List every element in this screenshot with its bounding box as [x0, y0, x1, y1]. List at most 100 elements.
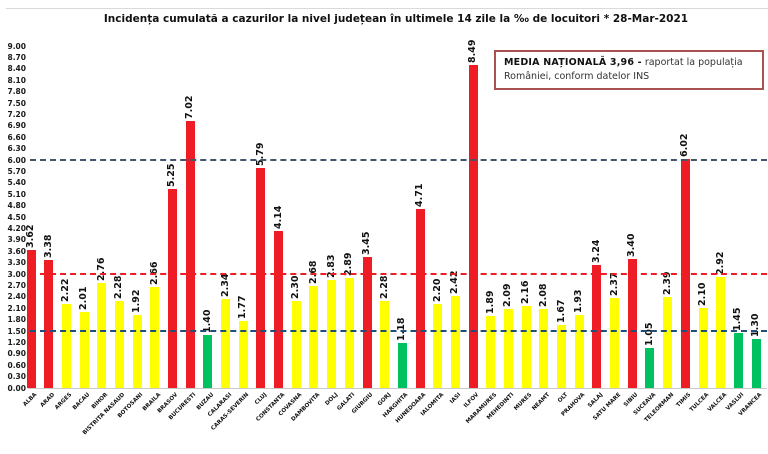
bar-value-label: 2.28	[113, 275, 125, 300]
bar-value-label: 7.02	[184, 95, 196, 120]
bar-covasna	[291, 300, 301, 388]
y-axis-tick-label: 3.30	[7, 258, 26, 268]
bar-value-label: 1.77	[237, 295, 249, 319]
bar-ialomita	[433, 304, 443, 388]
bar-value-label: 2.37	[608, 272, 620, 296]
bar-value-label: 2.42	[449, 270, 461, 295]
y-axis-tick-label: 3.60	[7, 246, 26, 256]
top-border-line	[6, 8, 768, 9]
bar-value-label: 2.09	[502, 283, 514, 307]
bar-olt	[557, 324, 567, 388]
bar-bihor	[97, 283, 107, 388]
y-axis-tick-label: 3.00	[7, 269, 26, 279]
bar-value-label: 3.24	[590, 239, 602, 263]
bar-maramures	[486, 316, 496, 388]
bar-valcea	[716, 277, 726, 388]
bar-bacau	[79, 311, 89, 388]
bar-value-label: 2.76	[95, 257, 107, 282]
y-axis-tick-label: 7.80	[7, 87, 26, 97]
y-axis-tick-label: 0.00	[7, 383, 26, 393]
threshold-line-6.00	[30, 159, 767, 161]
bar-salaj	[592, 264, 602, 388]
bar-cluj	[256, 167, 266, 388]
bar-value-label: 8.49	[467, 39, 479, 64]
bar-value-label: 2.10	[697, 282, 709, 307]
bar-galati	[344, 278, 354, 388]
bar-arges	[61, 303, 71, 388]
bar-value-label: 2.30	[290, 275, 302, 299]
y-axis-tick-label: 2.70	[7, 280, 26, 290]
chart-title: Incidența cumulată a cazurilor la nivel …	[103, 13, 689, 25]
bar-bistrita-nasaud	[114, 301, 124, 388]
bar-tulcea	[698, 308, 708, 388]
bar-iasi	[450, 296, 460, 388]
bar-ilfov	[468, 65, 478, 388]
y-axis-tick-label: 0.30	[7, 372, 26, 382]
bar-value-label: 4.71	[414, 183, 426, 208]
y-axis-tick-label: 4.80	[7, 201, 26, 211]
y-axis-tick-label: 5.70	[7, 166, 26, 176]
legend-box: MEDIA NAȚIONALĂ 3,96 - raportat la popul…	[494, 50, 764, 90]
bar-caras-severin	[238, 320, 248, 388]
x-axis-line	[28, 388, 767, 389]
plot-area: 9.00 8.70 8.40 8.10 7.80 7.50 7.20 6.90 6.60 6.30…	[7, 39, 767, 436]
bar-giurgiu	[362, 256, 372, 388]
bar-prahova	[574, 314, 584, 388]
bar-vaslui	[733, 332, 743, 388]
y-axis-tick-label: 4.20	[7, 223, 26, 233]
y-axis-tick-label: 8.70	[7, 52, 26, 62]
bar-value-label: 2.01	[78, 286, 90, 310]
bar-dolj	[327, 280, 337, 388]
bar-value-label: 2.08	[537, 283, 549, 307]
bar-value-label: 2.68	[307, 260, 319, 285]
bar-value-label: 3.45	[361, 231, 372, 255]
bar-mehedinti	[503, 308, 513, 388]
bar-hunedoara	[415, 209, 425, 388]
bar-brasov	[167, 188, 177, 388]
y-axis-tick-label: 7.20	[7, 109, 26, 119]
bar-arad	[44, 259, 54, 388]
bar-value-label: 1.89	[484, 290, 496, 315]
legend-national-average: MEDIA NAȚIONALĂ 3,96 -	[504, 57, 642, 68]
y-axis-tick-label: 8.10	[7, 75, 26, 85]
bar-teleorman	[663, 297, 673, 388]
bar-value-label: 1.05	[643, 322, 655, 347]
bar-neamt	[539, 308, 549, 388]
bar-gorj	[380, 301, 390, 388]
bar-alba	[26, 250, 36, 388]
y-axis-tick-label: 7.50	[7, 98, 26, 108]
bar-dambovita	[309, 286, 319, 388]
bar-harghita	[397, 343, 407, 388]
y-axis-tick-label: 6.00	[7, 155, 26, 165]
bar-sibiu	[627, 258, 637, 388]
bar-bucuresti	[185, 121, 195, 388]
bar-value-label: 3.62	[25, 224, 36, 249]
legend-note: raportat la populația României, conform …	[504, 57, 743, 82]
y-axis-tick-label: 5.40	[7, 178, 26, 188]
y-axis-tick-label: 1.80	[7, 315, 26, 325]
bar-buzau	[203, 334, 213, 388]
bar-value-label: 2.34	[219, 273, 231, 298]
bar-value-label: 5.25	[166, 163, 178, 187]
bar-braila	[150, 286, 160, 388]
bar-botosani	[132, 315, 142, 388]
bar-calarasi	[221, 299, 231, 388]
bar-value-label: 2.20	[431, 278, 443, 303]
bar-value-label: 1.45	[732, 307, 744, 331]
bar-value-label: 3.38	[42, 234, 54, 258]
bar-value-label: 4.14	[272, 205, 284, 229]
bar-value-label: 1.40	[201, 309, 213, 333]
bar-constanta	[274, 230, 284, 388]
y-axis-tick-label: 5.10	[7, 189, 26, 199]
bar-value-label: 1.93	[573, 289, 585, 313]
bar-value-label: 3.40	[626, 233, 638, 257]
y-axis-tick-label: 0.60	[7, 360, 26, 370]
bar-value-label: 1.18	[396, 317, 408, 342]
bar-vrancea	[751, 338, 761, 388]
y-axis-tick-label: 1.50	[7, 326, 26, 336]
bar-value-label: 1.92	[131, 289, 143, 314]
bar-value-label: 2.66	[148, 261, 160, 285]
y-axis-tick-label: 1.20	[7, 337, 26, 347]
y-axis-tick-label: 6.90	[7, 121, 26, 131]
bar-value-label: 2.39	[661, 271, 673, 296]
